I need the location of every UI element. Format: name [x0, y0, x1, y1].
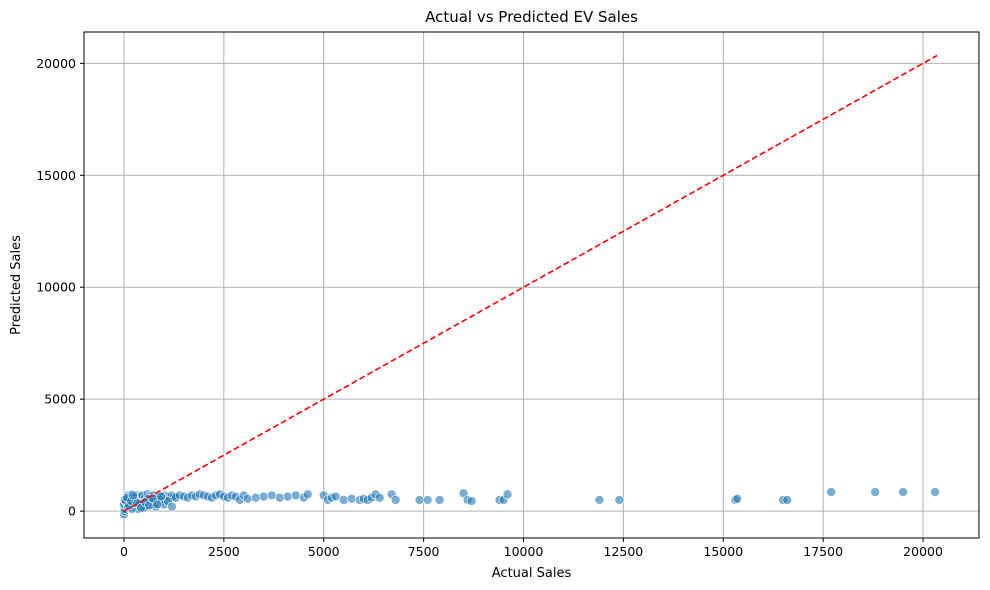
scatter-point [374, 492, 385, 503]
y-axis-title: Predicted Sales [9, 235, 24, 335]
x-tick-label: 10000 [504, 544, 544, 559]
scatter-point [266, 490, 277, 501]
grid [84, 32, 979, 538]
scatter-point [434, 495, 445, 505]
scatter-point [414, 495, 425, 505]
scatter-point [898, 487, 908, 497]
y-axis: 0 5000 10000 15000 20000 [36, 56, 84, 519]
reference-line-layer [123, 54, 938, 512]
x-axis: 0 2500 5000 7500 10000 12500 15000 17500 20000 [120, 538, 943, 559]
scatter-point [390, 495, 401, 505]
x-tick-label: 15000 [703, 544, 743, 559]
scatter-point [258, 491, 269, 502]
scatter-point [826, 487, 836, 497]
y-tick-label: 15000 [36, 168, 76, 183]
x-axis-title: Actual Sales [492, 566, 572, 581]
scatter-point [167, 501, 177, 512]
scatter-point [594, 495, 605, 505]
x-tick-label: 0 [120, 544, 128, 559]
scatter-point [870, 487, 880, 497]
scatter-point [502, 489, 513, 500]
scatter-point [614, 495, 625, 505]
scatter-points [119, 487, 940, 520]
x-tick-label: 7500 [408, 544, 440, 559]
chart-title: Actual vs Predicted EV Sales [425, 8, 638, 26]
x-tick-label: 12500 [604, 544, 644, 559]
y-tick-label: 20000 [36, 56, 76, 71]
scatter-point [338, 495, 349, 505]
scatter-point [330, 491, 341, 502]
scatter-point [243, 494, 253, 504]
scatter-point [152, 499, 162, 510]
scatter-point [282, 491, 293, 502]
x-tick-label: 17500 [803, 544, 843, 559]
y-tick-label: 5000 [44, 392, 76, 407]
plot-frame [83, 31, 980, 539]
x-tick-label: 2500 [208, 544, 240, 559]
scatter-point [290, 490, 301, 501]
x-tick-label: 5000 [308, 544, 340, 559]
scatter-point [422, 495, 433, 505]
y-tick-label: 0 [68, 504, 76, 519]
y-tick-label: 10000 [36, 280, 76, 295]
scatter-point [466, 496, 477, 506]
scatter-point [274, 492, 285, 503]
reference-line [123, 54, 938, 512]
scatter-point [251, 492, 261, 503]
scatter-point [156, 491, 166, 502]
scatter-point [346, 494, 357, 504]
x-tick-label: 20000 [903, 544, 943, 559]
scatter-point [732, 494, 743, 504]
scatter-point [302, 489, 313, 500]
scatter-point [782, 495, 793, 505]
scatter-point [930, 487, 940, 497]
scatter-point [128, 490, 138, 501]
